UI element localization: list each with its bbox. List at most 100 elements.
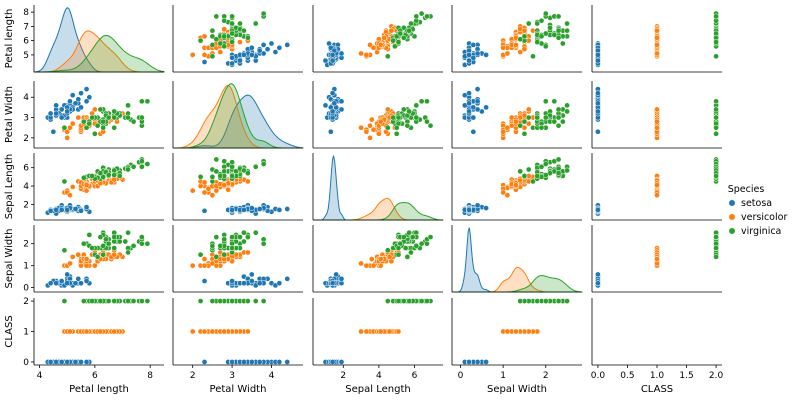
subplot-r5-c5: 0.0 0.5 1.0 1.5 2.0 CLASS [591,298,724,395]
point-virginica-21 [221,43,228,50]
point-virginica-47 [105,240,112,247]
point-setosa-49 [466,207,472,213]
point-virginica-31 [542,161,549,167]
point-setosa-45 [470,114,477,121]
point-versicolor-43 [500,128,506,135]
point-virginica-29 [525,20,532,27]
point-virginica-21 [80,174,87,181]
point-versicolor-48 [67,192,73,199]
point-versicolor-36 [388,27,395,34]
kde-setosa [173,94,304,149]
y-tick-label: 3 [23,114,29,124]
point-setosa-36 [78,280,84,287]
point-versicolor-31 [370,262,377,269]
point-versicolor-48 [67,260,73,267]
point-virginica-34 [517,36,524,43]
point-virginica-31 [144,298,151,304]
point-virginica-31 [260,161,267,167]
point-virginica-43 [409,234,416,240]
point-versicolor-9 [217,49,224,55]
point-virginica-22 [424,13,430,20]
point-setosa-48 [256,47,263,54]
point-virginica-48 [245,34,251,41]
point-virginica-45 [229,234,235,240]
point-virginica-35 [229,163,235,170]
point-virginica-25 [237,20,243,27]
x-tick-label: 1 [500,371,506,381]
point-setosa-49 [595,108,601,115]
point-setosa-41 [201,59,208,65]
point-virginica-49 [395,298,402,304]
point-versicolor-43 [201,189,208,196]
point-virginica-31 [260,240,267,247]
point-versicolor-31 [205,185,212,192]
point-versicolor-48 [504,328,511,335]
point-virginica-49 [395,245,402,251]
point-setosa-49 [595,207,601,213]
point-setosa-49 [241,207,247,213]
point-versicolor-48 [654,124,660,131]
x-axis-label: Sepal Length [345,384,410,395]
point-virginica-6 [530,178,536,185]
point-virginica-46 [209,243,216,249]
point-setosa-48 [72,100,79,107]
point-virginica-29 [229,20,235,27]
point-setosa-36 [78,207,84,214]
point-versicolor-48 [358,50,364,57]
point-versicolor-34 [75,251,82,258]
point-virginica-31 [542,98,549,105]
point-virginica-35 [139,114,145,121]
point-versicolor-49 [513,328,519,335]
subplot-r2-c3 [312,81,443,149]
point-virginica-49 [229,298,235,304]
point-setosa-49 [466,52,472,58]
point-virginica-29 [125,298,131,304]
point-setosa-42 [47,280,54,287]
point-versicolor-48 [358,124,364,131]
point-virginica-48 [400,234,407,240]
point-virginica-44 [406,108,413,115]
point-virginica-9 [252,163,259,170]
point-virginica-42 [217,173,224,179]
point-versicolor-10 [189,52,196,58]
subplot-r1-c5 [591,5,722,73]
point-virginica-9 [125,102,131,109]
point-virginica-30 [538,17,545,24]
point-virginica-14 [86,232,93,238]
point-virginica-31 [260,298,267,304]
point-setosa-44 [338,98,345,105]
point-virginica-31 [713,98,719,105]
legend: Species setosa versicolor virginica [728,184,788,237]
point-virginica-49 [395,114,402,121]
x-tick-label: 4 [269,371,275,381]
legend-marker-virginica [728,227,736,235]
point-virginica-38 [390,114,396,121]
point-setosa-45 [58,359,65,365]
point-versicolor-35 [245,249,251,256]
point-virginica-9 [252,229,259,236]
point-virginica-48 [555,106,562,113]
point-setosa-43 [483,359,489,365]
point-virginica-14 [559,40,566,47]
point-virginica-22 [424,118,430,125]
point-versicolor-41 [386,328,393,335]
point-versicolor-20 [237,39,243,45]
point-virginica-22 [424,240,430,247]
point-versicolor-49 [377,42,384,48]
point-versicolor-41 [517,177,524,184]
point-virginica-47 [105,172,112,178]
point-virginica-31 [418,240,425,247]
point-setosa-15 [284,359,291,365]
y-axis-label: Sepal Width [4,229,15,289]
point-versicolor-43 [500,189,506,196]
x-axis-label: CLASS [641,384,673,395]
point-versicolor-10 [367,135,373,141]
x-axis-label: Sepal Width [487,384,547,395]
point-virginica-32 [103,236,109,243]
point-setosa-47 [53,359,59,365]
point-virginica-31 [418,10,425,17]
point-versicolor-14 [368,116,375,123]
point-virginica-48 [555,34,562,41]
point-versicolor-10 [189,187,196,194]
point-setosa-46 [260,50,267,57]
